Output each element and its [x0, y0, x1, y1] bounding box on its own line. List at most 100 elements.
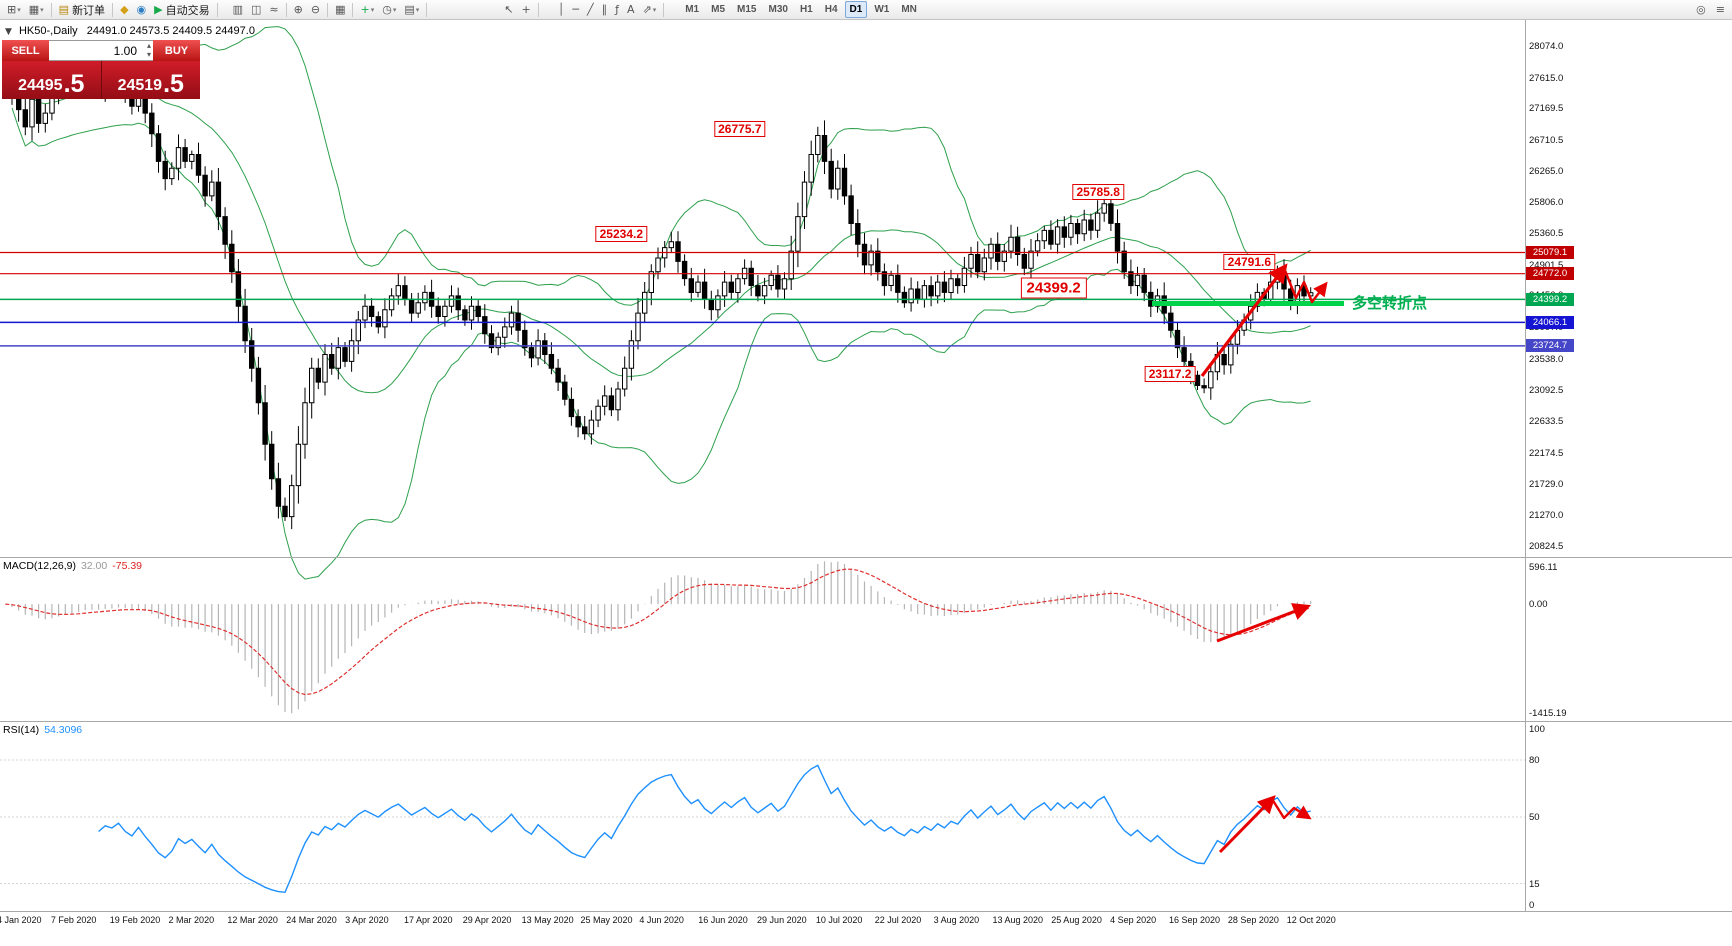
toolbar-group-order: ▤ 新订单: [56, 1, 108, 18]
autotrade-label: 自动交易: [165, 4, 210, 17]
indicators-icon: +: [360, 3, 370, 16]
dropdown-arrow-icon: ▾: [370, 5, 375, 14]
timeframe-m30[interactable]: M30: [768, 4, 788, 15]
price-axis[interactable]: [1525, 20, 1585, 912]
vertical-line-icon: │: [557, 3, 565, 16]
volume-input[interactable]: 1.00 ▴ ▾: [49, 40, 153, 61]
macd-histogram: [11, 561, 1312, 714]
toolbar-right-group: ◎ ≡: [1693, 1, 1728, 18]
toolbar-separator: [327, 2, 329, 17]
trend-arrow-2: [1282, 267, 1328, 304]
toolbar-separator: [112, 2, 114, 17]
rsi-line: [98, 764, 1311, 894]
fibonacci-button[interactable]: ƒ: [612, 1, 622, 18]
toolbar-separator: [352, 2, 354, 17]
arrows-icon: ⇗: [642, 3, 652, 16]
horizontal-line-button[interactable]: ─: [569, 1, 582, 18]
chart-windows-icon: ▦: [28, 3, 40, 16]
templates-button[interactable]: ▤ ▾: [401, 1, 422, 18]
timeframe-w1[interactable]: W1: [874, 4, 890, 15]
toolbar-separator: [537, 2, 539, 17]
dropdown-arrow-icon: ▾: [392, 5, 397, 14]
timeframe-h4[interactable]: H4: [824, 4, 838, 15]
zoom-in-icon: ⊕: [293, 3, 303, 16]
toolbar-group-drawing: │ ─ ╱ ∥ ƒ A ⇗ ▾: [555, 1, 660, 18]
community-icon: ◉: [136, 3, 147, 16]
toolbar-separator: [663, 2, 665, 17]
dropdown-arrow-icon: ▾: [415, 5, 420, 14]
line-chart-button[interactable]: ≈: [266, 1, 281, 18]
bollinger-upper-band: [11, 26, 1311, 306]
new-chart-icon: ⊞: [7, 3, 17, 16]
timeframe-mn[interactable]: MN: [901, 4, 917, 15]
arrows-button[interactable]: ⇗ ▾: [639, 1, 659, 18]
one-click-collapse-icon[interactable]: ▼: [5, 27, 12, 37]
fibonacci-icon: ƒ: [615, 3, 619, 16]
candlestick-chart-icon: ◫: [251, 3, 262, 16]
toolbar-separator: [285, 2, 287, 17]
community-button[interactable]: ◉: [134, 1, 150, 18]
vertical-line-button[interactable]: │: [555, 1, 568, 18]
market-button[interactable]: ◆: [117, 1, 131, 18]
zoom-out-button[interactable]: ⊖: [308, 1, 323, 18]
toolbar-overflow-button[interactable]: ≡: [1713, 1, 1728, 18]
new-order-button[interactable]: ▤ 新订单: [56, 1, 108, 18]
buy-button[interactable]: BUY: [153, 40, 200, 61]
dropdown-arrow-icon: ▾: [17, 5, 21, 14]
text-icon: A: [626, 3, 635, 16]
dropdown-arrow-icon: ▾: [40, 5, 44, 14]
zoom-in-button[interactable]: ⊕: [291, 1, 306, 18]
timeframe-h1[interactable]: H1: [799, 4, 813, 15]
macd-signal-line: [5, 568, 1311, 696]
one-click-trading-panel: SELL 1.00 ▴ ▾ BUY 24495.5 24519.5: [2, 40, 200, 99]
candlestick-chart-button[interactable]: ◫: [248, 1, 264, 18]
templates-icon: ▤: [404, 3, 415, 16]
crosshair-button[interactable]: +: [518, 1, 533, 18]
sell-price[interactable]: 24495.5: [2, 61, 101, 99]
search-button[interactable]: ◎: [1693, 1, 1709, 18]
toolbar-group-services: ◆ ◉ ▶ 自动交易: [117, 1, 213, 18]
bollinger-lower-band: [11, 107, 1311, 580]
timeframe-d1[interactable]: D1: [844, 1, 868, 18]
periods-icon: ◷: [382, 3, 392, 16]
bollinger-middle-band: [11, 76, 1311, 394]
volume-down-icon[interactable]: ▾: [146, 50, 151, 59]
zoom-out-icon: ⊖: [310, 3, 321, 16]
channel-button[interactable]: ∥: [599, 1, 611, 18]
timeframe-m1[interactable]: M1: [685, 4, 700, 15]
toolbar-separator: [426, 2, 428, 17]
text-button[interactable]: A: [624, 1, 638, 18]
bar-chart-button[interactable]: ▥: [230, 1, 246, 18]
timeframe-m5[interactable]: M5: [711, 4, 726, 15]
chart-windows-button[interactable]: ▦ ▾: [26, 1, 47, 18]
toolbar-group-windows: ▦: [332, 1, 348, 18]
trendline-button[interactable]: ╱: [584, 1, 597, 18]
sell-price-frac: .5: [63, 69, 85, 98]
time-axis[interactable]: [0, 912, 1525, 934]
buy-price-int: 24519: [117, 77, 163, 94]
market-icon: ◆: [120, 3, 129, 16]
horizontal-line-icon: ─: [572, 3, 579, 16]
dropdown-arrow-icon: ▾: [652, 5, 657, 14]
autotrade-button[interactable]: ▶ 自动交易: [151, 1, 212, 18]
volume-up-icon[interactable]: ▴: [146, 41, 151, 50]
buy-price[interactable]: 24519.5: [100, 61, 200, 99]
toolbar-group-chart-management: ⊞ ▾ ▦ ▾: [4, 1, 47, 18]
cursor-icon: ↖: [504, 3, 514, 16]
toolbar-group-timeframes: M1 M5 M15 M30 H1 H4 D1 W1 MN: [680, 1, 922, 18]
periods-button[interactable]: ◷ ▾: [379, 1, 399, 18]
tile-windows-button[interactable]: ▦: [332, 1, 348, 18]
timeframe-m15[interactable]: M15: [737, 4, 757, 15]
candles-up: [29, 74, 1314, 518]
toolbar-group-cursor: ↖ +: [501, 1, 533, 18]
sell-button[interactable]: SELL: [2, 40, 49, 61]
volume-value: 1.00: [113, 43, 137, 58]
trend-arrow-5: [1270, 798, 1312, 820]
cursor-button[interactable]: ↖: [501, 1, 516, 18]
new-chart-button[interactable]: ⊞ ▾: [4, 1, 24, 18]
line-chart-icon: ≈: [269, 3, 279, 16]
bar-chart-icon: ▥: [232, 3, 244, 16]
toolbar-overflow-icon: ≡: [1715, 3, 1725, 16]
indicators-button[interactable]: + ▾: [357, 1, 377, 18]
